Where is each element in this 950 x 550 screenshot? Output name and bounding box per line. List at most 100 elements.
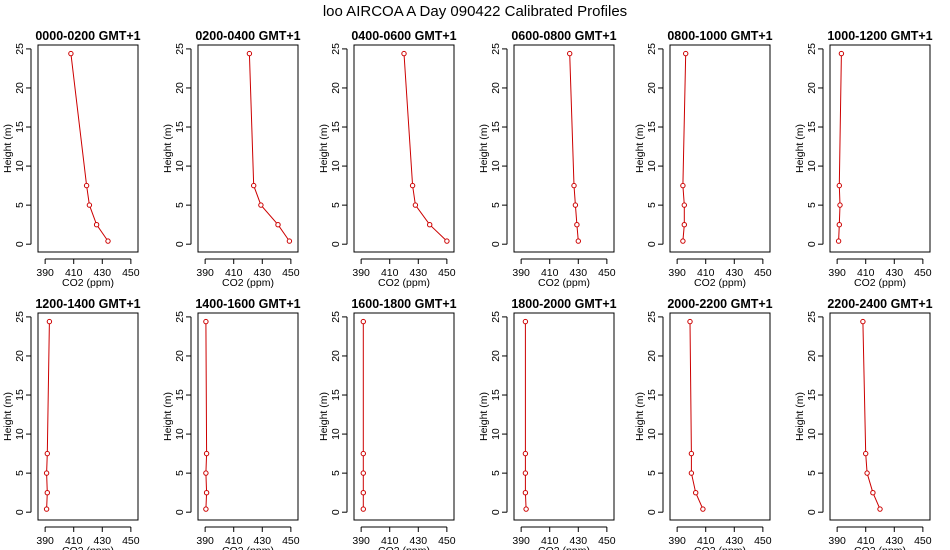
panel-title: 1600-1800 GMT+1 [351,297,456,311]
y-tick-label: 5 [490,470,502,476]
x-axis-label: CO2 (ppm) [62,277,114,289]
y-tick-label: 0 [646,509,658,515]
y-axis-label: Height (m) [162,124,174,173]
x-tick-label: 410 [225,267,243,279]
y-tick-label: 0 [330,509,342,515]
x-tick-label: 450 [282,267,300,279]
data-point [687,318,693,325]
x-tick-label: 390 [352,535,370,547]
x-tick-label: 390 [828,535,846,547]
profile-panel: 0800-1000 GMT+1 390 410 430 450 CO2 (ppm) 0 5 10… [634,29,773,289]
y-axis-label: Height (m) [478,124,490,173]
data-point [835,238,842,244]
data-point [203,470,209,476]
y-tick-label: 5 [330,470,342,476]
x-axis-label: CO2 (ppm) [222,277,274,289]
panel-title: 1400-1600 GMT+1 [195,297,300,311]
x-tick-label: 430 [726,535,744,547]
y-axis-label: Height (m) [318,124,330,173]
y-tick-label: 20 [174,350,186,362]
profile-panel: 1400-1600 GMT+1 390 410 430 450 CO2 (ppm) 0 5 10… [162,297,301,550]
y-tick-label: 5 [806,470,818,476]
y-axis-label: Height (m) [794,392,806,441]
profile-line [862,321,881,510]
y-axis-label: Height (m) [2,124,14,173]
data-point [360,490,366,496]
plot-frame [197,44,299,253]
x-tick-label: 410 [541,267,559,279]
x-axis-label: CO2 (ppm) [854,545,906,550]
data-point [275,222,281,228]
data-point [863,450,869,457]
profile-panel: 0200-0400 GMT+1 390 410 430 450 CO2 (ppm) 0 5 10… [162,29,301,289]
x-axis-label: CO2 (ppm) [538,545,590,550]
data-point [427,222,433,228]
x-tick-label: 410 [65,267,83,279]
y-tick-label: 5 [806,202,818,208]
y-tick-label: 10 [646,160,658,172]
y-tick-label: 25 [174,311,186,323]
y-tick-label: 15 [490,389,502,401]
data-point [412,202,419,208]
y-tick-label: 10 [174,160,186,172]
x-tick-label: 430 [94,267,112,279]
plot-frame [669,44,771,253]
y-tick-label: 15 [490,121,502,133]
plot-frame [353,312,455,521]
y-axis-label: Height (m) [794,124,806,173]
x-tick-label: 450 [122,267,140,279]
data-point [688,470,695,476]
y-tick-label: 5 [174,470,186,476]
y-tick-label: 20 [14,82,26,94]
data-point [409,182,416,189]
y-tick-label: 10 [490,160,502,172]
x-tick-label: 390 [668,535,686,547]
y-tick-label: 15 [174,121,186,133]
x-tick-label: 430 [886,267,904,279]
y-tick-label: 20 [490,82,502,94]
data-point [83,182,90,189]
profile-panel: 1800-2000 GMT+1 390 410 430 450 CO2 (ppm) 0 5 10… [478,297,617,550]
x-axis-label: CO2 (ppm) [854,277,906,289]
y-tick-label: 25 [646,43,658,55]
panel-title: 0800-1000 GMT+1 [667,29,772,43]
data-point [522,490,529,496]
data-point [522,470,529,476]
profile-panel: 2200-2400 GMT+1 390 410 430 450 CO2 (ppm) 0 5 10… [794,297,933,550]
y-tick-label: 0 [806,241,818,247]
panel-title: 1000-1200 GMT+1 [827,29,932,43]
x-tick-label: 430 [410,267,428,279]
y-tick-label: 15 [14,121,26,133]
y-tick-label: 5 [14,202,26,208]
data-point [700,506,706,512]
y-tick-label: 0 [490,241,502,247]
y-tick-label: 25 [490,311,502,323]
y-tick-label: 15 [330,389,342,401]
y-tick-label: 25 [14,43,26,55]
y-axis-label: Height (m) [478,392,490,441]
data-point [838,50,845,57]
x-tick-label: 410 [541,535,559,547]
x-axis-label: CO2 (ppm) [694,545,746,550]
x-tick-label: 430 [726,267,744,279]
profile-line [70,53,109,242]
profile-panel: 0000-0200 GMT+1 390 410 430 450 CO2 (ppm) 0 5 10… [2,29,141,289]
data-point [522,450,529,457]
x-tick-label: 390 [512,267,530,279]
x-tick-label: 390 [196,267,214,279]
x-tick-label: 430 [410,535,428,547]
x-tick-label: 450 [122,535,140,547]
y-axis-label: Height (m) [634,124,646,173]
y-tick-label: 5 [646,470,658,476]
data-point [864,470,870,476]
x-tick-label: 450 [438,535,456,547]
y-tick-label: 0 [806,509,818,515]
y-tick-label: 10 [646,428,658,440]
y-tick-label: 15 [806,389,818,401]
data-point [203,490,210,496]
y-tick-label: 0 [330,241,342,247]
y-tick-label: 15 [806,121,818,133]
data-point [680,238,686,244]
figure-title: loo AIRCOA A Day 090422 Calibrated Profi… [323,3,627,20]
